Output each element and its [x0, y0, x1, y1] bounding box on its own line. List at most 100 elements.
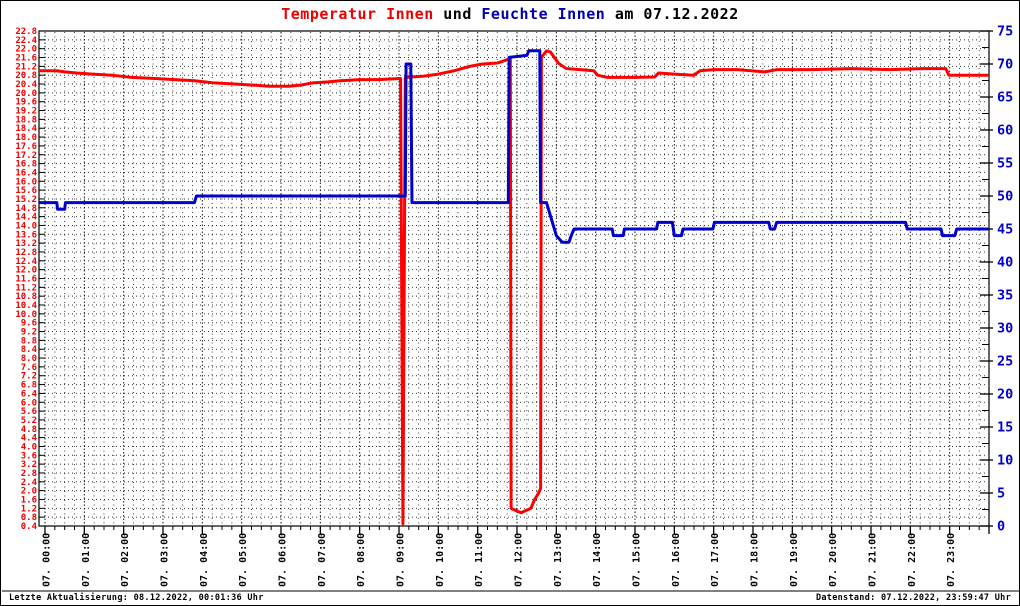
last-update-text: Letzte Aktualisierung: 08.12.2022, 00:01… [9, 593, 264, 603]
svg-text:4.8: 4.8 [21, 425, 37, 435]
svg-text:10.4: 10.4 [15, 301, 37, 311]
y-axis-left: 22.822.422.021.621.220.820.420.019.619.2… [15, 27, 45, 532]
title-connector: und [433, 5, 482, 23]
svg-text:12.0: 12.0 [15, 266, 37, 276]
x-axis: 07. 00:00 07. 01:00 07. 02:00 07. 03:00 07. … [42, 526, 990, 587]
svg-text:14.4: 14.4 [15, 213, 37, 223]
svg-text:21.6: 21.6 [15, 54, 37, 64]
svg-text:40: 40 [997, 255, 1013, 271]
title-date: am 07.12.2022 [605, 5, 739, 23]
svg-text:2.4: 2.4 [21, 478, 38, 488]
svg-text:07. 03:00: 07. 03:00 [160, 533, 171, 587]
svg-text:20.4: 20.4 [15, 80, 37, 90]
svg-text:4.0: 4.0 [21, 442, 37, 452]
svg-text:12.4: 12.4 [15, 257, 37, 267]
svg-text:11.6: 11.6 [15, 275, 37, 285]
svg-text:3.2: 3.2 [21, 460, 37, 470]
svg-text:07. 07:00: 07. 07:00 [317, 533, 328, 587]
svg-text:14.0: 14.0 [15, 221, 37, 231]
svg-text:7.6: 7.6 [21, 363, 37, 373]
svg-text:07. 01:00: 07. 01:00 [81, 533, 92, 587]
svg-text:4.4: 4.4 [21, 434, 38, 444]
svg-text:07. 18:00: 07. 18:00 [750, 533, 761, 587]
plot-border [38, 30, 990, 527]
svg-text:1.2: 1.2 [21, 504, 37, 514]
svg-text:65: 65 [997, 90, 1013, 106]
svg-text:15.2: 15.2 [15, 195, 37, 205]
svg-text:1.6: 1.6 [21, 495, 37, 505]
svg-text:6.4: 6.4 [21, 389, 38, 399]
svg-text:15.6: 15.6 [15, 186, 37, 196]
svg-text:07. 14:00: 07. 14:00 [592, 533, 603, 587]
svg-text:75: 75 [997, 24, 1013, 40]
svg-text:10.8: 10.8 [15, 292, 37, 302]
svg-text:50: 50 [997, 189, 1013, 205]
svg-text:07. 20:00: 07. 20:00 [828, 533, 839, 587]
svg-text:07. 17:00: 07. 17:00 [710, 533, 721, 587]
svg-text:45: 45 [997, 222, 1013, 238]
svg-text:35: 35 [997, 288, 1013, 304]
svg-text:17.2: 17.2 [15, 151, 37, 161]
svg-text:13.6: 13.6 [15, 230, 37, 240]
svg-text:7.2: 7.2 [21, 372, 37, 382]
svg-text:25: 25 [997, 354, 1013, 370]
svg-text:11.2: 11.2 [15, 283, 37, 293]
svg-text:13.2: 13.2 [15, 239, 37, 249]
svg-text:5: 5 [997, 486, 1005, 502]
svg-text:16.8: 16.8 [15, 160, 37, 170]
svg-text:07. 06:00: 07. 06:00 [278, 533, 289, 587]
svg-text:07. 13:00: 07. 13:00 [553, 533, 564, 587]
svg-text:10.0: 10.0 [15, 310, 37, 320]
svg-text:70: 70 [997, 57, 1013, 73]
svg-text:07. 00:00: 07. 00:00 [42, 533, 53, 587]
svg-text:07. 12:00: 07. 12:00 [514, 533, 525, 587]
temperature-line [39, 49, 989, 526]
svg-text:18.0: 18.0 [15, 133, 37, 143]
svg-text:19.6: 19.6 [15, 98, 37, 108]
svg-text:0.4: 0.4 [21, 522, 38, 532]
svg-text:07. 16:00: 07. 16:00 [671, 533, 682, 587]
svg-text:07. 08:00: 07. 08:00 [356, 533, 367, 587]
svg-text:07. 21:00: 07. 21:00 [868, 533, 879, 587]
svg-text:22.4: 22.4 [15, 36, 37, 46]
svg-text:22.0: 22.0 [15, 45, 37, 55]
svg-text:5.6: 5.6 [21, 407, 37, 417]
svg-text:20.0: 20.0 [15, 89, 37, 99]
data-state-text: Datenstand: 07.12.2022, 23:59:47 Uhr [815, 593, 1011, 603]
svg-text:3.6: 3.6 [21, 451, 37, 461]
chart-title: Temperatur Innen und Feuchte Innen am 07… [1, 5, 1019, 23]
title-humidity-label: Feuchte Innen [481, 5, 606, 23]
svg-text:07. 10:00: 07. 10:00 [435, 533, 446, 587]
svg-text:8.8: 8.8 [21, 336, 37, 346]
svg-text:9.6: 9.6 [21, 319, 37, 329]
svg-text:30: 30 [997, 321, 1013, 337]
svg-text:07. 09:00: 07. 09:00 [396, 533, 407, 587]
svg-text:0.8: 0.8 [21, 513, 37, 523]
svg-text:21.2: 21.2 [15, 62, 37, 72]
svg-text:07. 22:00: 07. 22:00 [907, 533, 918, 587]
svg-text:2.0: 2.0 [21, 487, 37, 497]
humidity-line [39, 49, 989, 244]
svg-text:20: 20 [997, 387, 1013, 403]
svg-text:10: 10 [997, 453, 1013, 469]
svg-text:07. 19:00: 07. 19:00 [789, 533, 800, 587]
svg-text:07. 23:00: 07. 23:00 [946, 533, 957, 587]
y-axis-right: 0 5 10 15 20 25 30 35 40 45 50 55 60 65 70 75 [980, 24, 1013, 535]
svg-text:07. 02:00: 07. 02:00 [120, 533, 131, 587]
svg-text:18.4: 18.4 [15, 124, 37, 134]
svg-text:17.6: 17.6 [15, 142, 37, 152]
svg-text:2.8: 2.8 [21, 469, 37, 479]
grid [40, 30, 988, 527]
svg-text:07. 15:00: 07. 15:00 [632, 533, 643, 587]
svg-text:07. 11:00: 07. 11:00 [474, 533, 485, 587]
svg-text:9.2: 9.2 [21, 328, 37, 338]
svg-text:18.8: 18.8 [15, 115, 37, 125]
svg-text:22.8: 22.8 [15, 27, 37, 37]
svg-text:8.0: 8.0 [21, 354, 37, 364]
svg-text:07. 05:00: 07. 05:00 [238, 533, 249, 587]
svg-text:19.2: 19.2 [15, 107, 37, 117]
svg-text:16.0: 16.0 [15, 177, 37, 187]
svg-text:60: 60 [997, 123, 1013, 139]
